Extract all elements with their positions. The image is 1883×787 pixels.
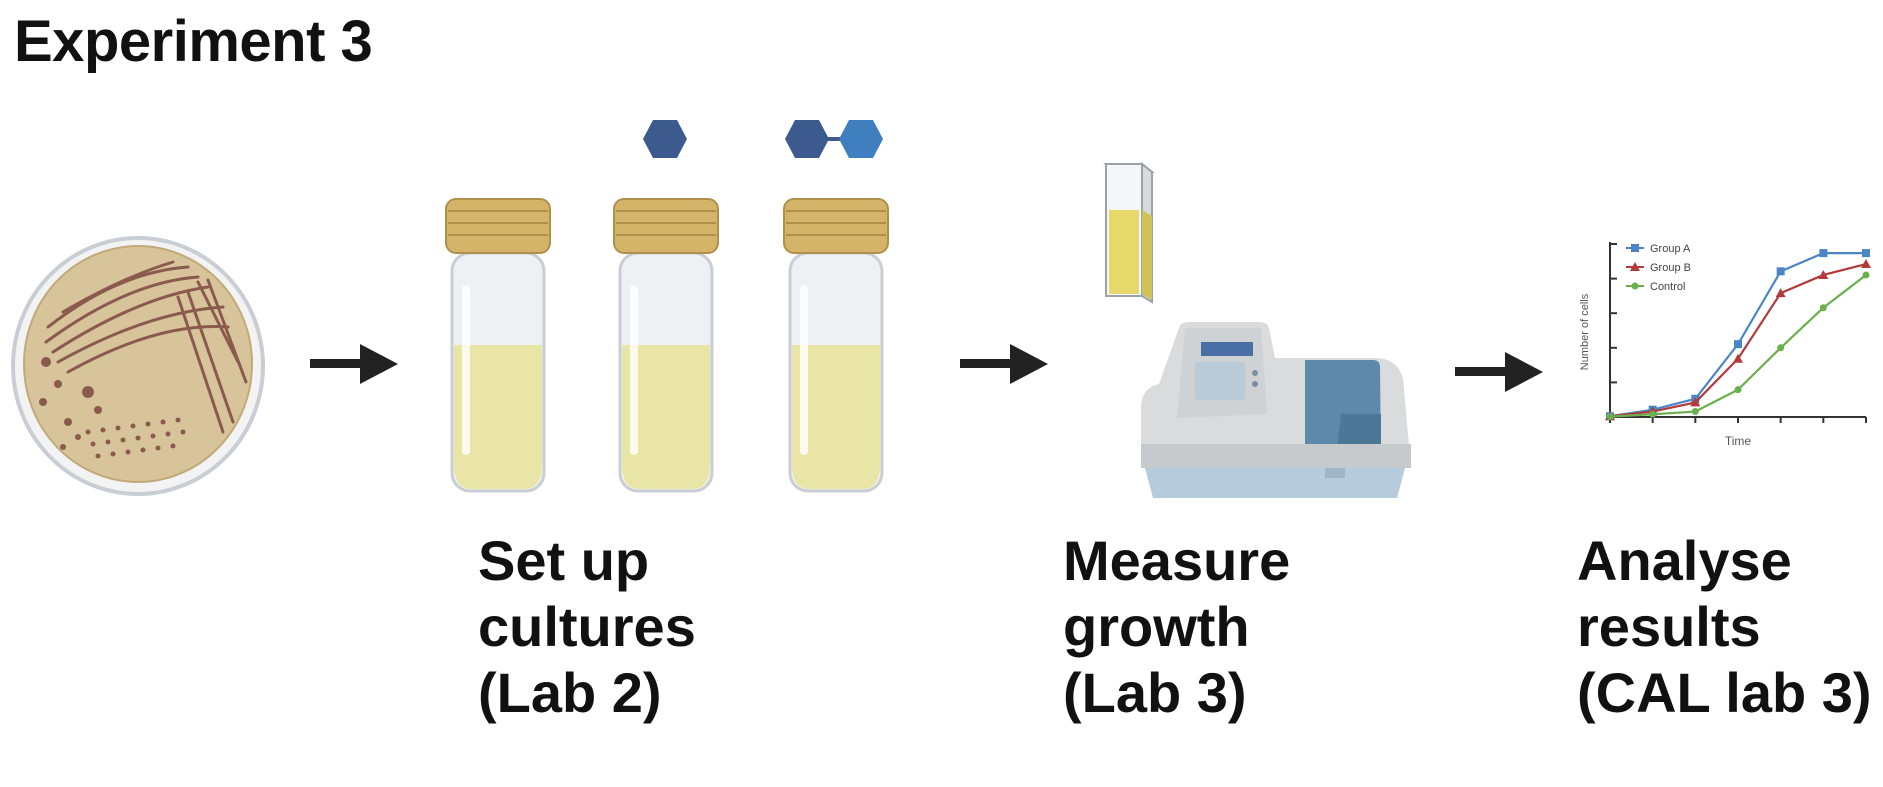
data-point xyxy=(1606,413,1614,421)
molecule-monomer-icon xyxy=(643,120,687,158)
step-label-measure: Measure growth (Lab 3) xyxy=(1063,528,1290,726)
data-point xyxy=(1734,340,1742,349)
petri-dish-icon xyxy=(11,236,265,496)
data-point xyxy=(1734,386,1742,394)
step-label-line: (CAL lab 3) xyxy=(1577,661,1872,724)
step-label-line: results xyxy=(1577,595,1761,658)
data-point xyxy=(1777,344,1785,352)
growth-chart: Number of cells Time Group A Group B Contr… xyxy=(1579,242,1871,448)
step-label-setup: Set up cultures (Lab 2) xyxy=(478,528,696,726)
data-point xyxy=(1649,410,1657,418)
legend-label: Group A xyxy=(1650,243,1691,255)
chart-legend: Group A Group B Control xyxy=(1626,243,1691,293)
y-axis-label: Number of cells xyxy=(1579,293,1591,370)
legend-label: Group B xyxy=(1650,262,1691,274)
arrow-right-icon xyxy=(310,344,398,384)
data-point xyxy=(1630,262,1640,271)
data-point xyxy=(1819,304,1827,312)
legend-item: Group B xyxy=(1626,262,1691,274)
data-point xyxy=(1861,259,1871,269)
data-point xyxy=(1819,249,1828,258)
series-layer xyxy=(1605,249,1871,421)
page-title: Experiment 3 xyxy=(14,9,373,74)
step-label-line: Analyse xyxy=(1577,529,1792,592)
data-point xyxy=(1862,271,1870,279)
legend-label: Control xyxy=(1650,281,1685,293)
cuvette-icon xyxy=(1103,161,1155,304)
series-group-a xyxy=(1606,249,1870,421)
step-label-line: cultures xyxy=(478,595,696,658)
series-control xyxy=(1606,271,1870,421)
step-label-line: Measure xyxy=(1063,529,1291,592)
x-axis-label: Time xyxy=(1725,434,1752,448)
step-label-line: Set up xyxy=(478,529,650,592)
molecule-dimer-icon xyxy=(785,120,883,158)
y-ticks xyxy=(1610,243,1617,384)
culture-vial-icon xyxy=(783,198,889,493)
spectrophotometer-icon xyxy=(1141,322,1411,498)
data-point xyxy=(1776,267,1785,276)
arrow-right-icon xyxy=(960,344,1048,384)
series-group-b xyxy=(1605,259,1871,421)
step-label-analyse: Analyse results (CAL lab 3) xyxy=(1577,528,1872,726)
data-point xyxy=(1733,353,1743,363)
legend-item: Group A xyxy=(1626,243,1691,255)
data-point xyxy=(1690,397,1701,407)
culture-vial-icon xyxy=(445,198,551,493)
data-point xyxy=(1631,244,1639,252)
step-label-line: (Lab 3) xyxy=(1063,661,1247,724)
step-label-line: (Lab 2) xyxy=(478,661,662,724)
culture-vial-icon xyxy=(613,198,719,493)
data-point xyxy=(1862,249,1870,258)
arrow-right-icon xyxy=(1455,352,1543,392)
legend-item: Control xyxy=(1626,281,1685,293)
data-point xyxy=(1691,408,1699,416)
step-label-line: growth xyxy=(1063,595,1250,658)
series-line xyxy=(1609,262,1867,418)
data-point xyxy=(1631,282,1639,290)
data-point xyxy=(1775,288,1786,298)
data-point xyxy=(1818,269,1829,279)
